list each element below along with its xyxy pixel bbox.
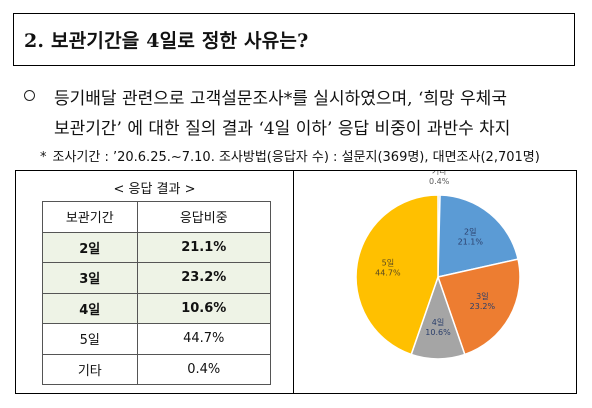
- slice-value-label: 44.7%: [375, 269, 401, 278]
- row-share: 44.7%: [136, 323, 272, 355]
- header-share: 응답비중: [136, 201, 272, 233]
- note-text: 조사기간 : ’20.6.25.~7.10. 조사방법(응답자 수) : 설문지…: [52, 150, 540, 165]
- row-period: 기타: [42, 353, 138, 385]
- pie-chart-panel: 기타 0.4% 2일 21.1% 3일 23.2% 4일 10.6% 5일 44.7%: [294, 170, 577, 394]
- body-line-2: 보관기간’ 에 대한 질의 결과 ‘4일 이하’ 응답 비중이 과반수 차지: [54, 119, 511, 139]
- slice-value-label: 0.4%: [429, 177, 450, 186]
- row-period: 5일: [42, 323, 138, 355]
- header-period: 보관기간: [42, 201, 138, 233]
- section-title: 2. 보관기간을 4일로 정한 사유는?: [24, 30, 309, 52]
- bullet-circle-icon: [24, 90, 35, 101]
- pie-slice: [437, 194, 519, 278]
- slice-value-label: 23.2%: [470, 302, 496, 311]
- table-header-row: 보관기간 응답비중: [42, 201, 272, 233]
- body-line-1: 등기배달 관련으로 고객설문조사*를 실시하였으며, ‘희망 우체국: [54, 89, 507, 109]
- table-row: 4일 10.6%: [42, 292, 272, 324]
- slice-value-label: 10.6%: [425, 328, 451, 337]
- slice-value-label: 21.1%: [458, 238, 484, 247]
- row-period: 3일: [42, 262, 138, 294]
- row-share: 10.6%: [136, 292, 272, 324]
- title-box: 2. 보관기간을 4일로 정한 사유는?: [13, 13, 575, 66]
- slice-category-label: 2일: [464, 228, 476, 237]
- note-asterisk: *: [40, 150, 47, 165]
- response-table: 보관기간 응답비중 2일 21.1% 3일 23.2% 4일 10.6% 5일 …: [42, 201, 272, 385]
- slice-category-label: 5일: [382, 259, 394, 268]
- table-row: 2일 21.1%: [42, 231, 272, 263]
- row-share: 21.1%: [136, 231, 272, 263]
- row-share: 23.2%: [136, 262, 272, 294]
- row-period: 4일: [42, 292, 138, 324]
- table-row: 5일 44.7%: [42, 323, 272, 355]
- slice-category-label: 3일: [476, 292, 488, 301]
- pie-slice: [437, 258, 521, 356]
- slice-category-label: 4일: [432, 318, 444, 327]
- pie-slice: [355, 194, 439, 356]
- table-row: 3일 23.2%: [42, 262, 272, 294]
- row-period: 2일: [42, 231, 138, 263]
- table-row: 기타 0.4%: [42, 353, 272, 385]
- slice-category-label: 기타: [432, 171, 447, 176]
- row-share: 0.4%: [136, 353, 272, 385]
- survey-note: * 조사기간 : ’20.6.25.~7.10. 조사방법(응답자 수) : 설문…: [40, 146, 540, 165]
- response-table-panel: < 응답 결과 > 보관기간 응답비중 2일 21.1% 3일 23.2% 4일…: [15, 170, 294, 394]
- table-caption: < 응답 결과 >: [113, 182, 196, 197]
